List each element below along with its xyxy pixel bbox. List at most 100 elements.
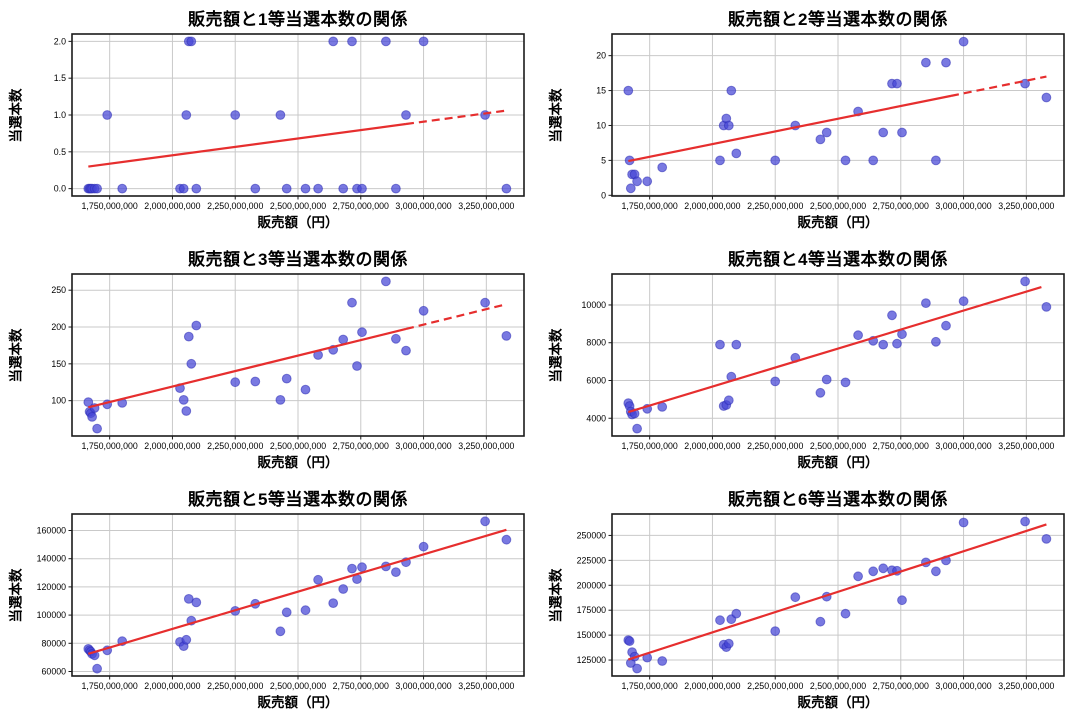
x-tick-label: 2,250,000,000 [207, 681, 263, 691]
x-tick-label: 1,750,000,000 [622, 201, 678, 211]
scatter-point [357, 327, 367, 338]
trend-line-solid [627, 523, 1047, 661]
x-tick-label: 2,500,000,000 [810, 681, 866, 691]
x-tick-label: 2,250,000,000 [207, 441, 263, 451]
x-tick-label: 2,750,000,000 [873, 441, 929, 451]
plot-area: 1,750,000,000 2,000,000,000 2,250,000,000 2… [54, 33, 525, 211]
scatter-point [941, 57, 951, 68]
y-tick-label: 0 [601, 190, 606, 200]
scatter-point [921, 57, 931, 68]
y-tick-label: 4000 [586, 413, 606, 423]
scatter-point [632, 176, 642, 187]
scatter-point [892, 78, 902, 89]
x-tick-label: 2,000,000,000 [144, 441, 200, 451]
scatter-point [958, 296, 969, 307]
y-tick-label: 10000 [582, 300, 607, 310]
trend-line-solid [628, 285, 1042, 414]
scatter-point [347, 563, 357, 574]
scatter-point [723, 395, 734, 406]
x-tick-label: 2,500,000,000 [270, 681, 326, 691]
scatter-point [642, 176, 653, 187]
y-tick-label: 250000 [577, 530, 606, 540]
plot-border [71, 513, 525, 677]
x-tick-label: 2,000,000,000 [684, 681, 740, 691]
scatter-point [840, 608, 851, 619]
scatter-point [347, 36, 357, 47]
plot-area: 1,750,000,000 2,000,000,000 2,250,000,000 2… [37, 513, 525, 691]
chart-title: 販売額と5等当選本数の関係 [188, 490, 408, 509]
scatter-point [391, 183, 401, 194]
scatter-point [328, 598, 339, 608]
y-tick-label: 150 [51, 359, 66, 369]
x-axis-label: 販売額（円） [797, 695, 879, 710]
scatter-point [281, 607, 292, 618]
scatter-point [92, 183, 102, 194]
scatter-point [892, 338, 902, 349]
scatter-point [897, 595, 907, 606]
scatter-point [821, 127, 832, 138]
x-tick-label: 3,250,000,000 [998, 441, 1054, 451]
x-axis-label: 販売額（円） [257, 695, 339, 710]
scatter-point [117, 183, 128, 194]
scatter-point [381, 276, 391, 287]
trend-line-dashed [405, 303, 507, 331]
scatter-point [878, 563, 889, 574]
scatter-point [501, 534, 512, 545]
x-tick-label: 3,000,000,000 [395, 681, 451, 691]
chart-title: 販売額と4等当選本数の関係 [728, 250, 948, 269]
scatter-point [418, 541, 429, 552]
subplot-prize5: 販売額と5等当選本数の関係 当選本数 販売額（円） 1,750,000,000 2… [0, 480, 540, 720]
scatter-point [715, 155, 725, 166]
chart-title: 販売額と2等当選本数の関係 [728, 10, 948, 29]
scatter-point [480, 516, 491, 527]
y-tick-label: 15 [596, 86, 606, 96]
trend-line-solid [88, 122, 407, 168]
y-tick-label: 140000 [37, 554, 66, 564]
scatter-point [275, 626, 286, 637]
plot-border [611, 33, 1065, 197]
scatter-point [181, 634, 192, 645]
y-tick-label: 1.0 [54, 110, 66, 120]
y-tick-label: 2.0 [54, 36, 66, 46]
y-tick-label: 10 [596, 120, 606, 130]
trend-line-solid [88, 528, 507, 655]
scatter-point [657, 162, 668, 173]
scatter-point [731, 608, 742, 619]
scatter-point [92, 423, 102, 434]
x-tick-label: 2,250,000,000 [207, 201, 263, 211]
y-tick-label: 0.5 [54, 147, 66, 157]
scatter-point [625, 183, 636, 194]
x-tick-label: 1,750,000,000 [622, 441, 678, 451]
scatter-point [275, 110, 286, 120]
scatter-point [418, 36, 429, 47]
y-tick-label: 175000 [577, 605, 606, 615]
scatter-point [401, 110, 411, 120]
subplot-prize4: 販売額と4等当選本数の関係 当選本数 販売額（円） 1,750,000,000 2… [540, 240, 1080, 480]
y-tick-label: 6000 [586, 375, 606, 385]
scatter-point [352, 361, 362, 371]
y-tick-label: 225000 [577, 555, 606, 565]
y-tick-label: 150000 [577, 630, 606, 640]
scatter-point [1020, 78, 1031, 89]
y-tick-label: 160000 [37, 525, 66, 535]
scatter-point [250, 183, 261, 194]
x-tick-label: 2,250,000,000 [747, 441, 803, 451]
scatter-point [191, 320, 202, 331]
y-tick-label: 120000 [37, 582, 66, 592]
scatter-point [657, 656, 668, 666]
scatter-point [391, 333, 401, 344]
scatter-point [191, 183, 202, 194]
scatter-point [840, 155, 851, 166]
scatter-point [357, 562, 367, 573]
x-tick-label: 2,250,000,000 [747, 681, 803, 691]
chart-title: 販売額と1等当選本数の関係 [188, 10, 408, 29]
x-axis-label: 販売額（円） [257, 215, 339, 230]
scatter-point [941, 320, 951, 331]
y-tick-label: 200000 [577, 580, 606, 590]
y-tick-label: 125000 [577, 655, 606, 665]
scatter-point [853, 571, 864, 582]
y-tick-label: 250 [51, 285, 66, 295]
x-tick-label: 2,500,000,000 [270, 201, 326, 211]
scatter-point [178, 395, 189, 405]
x-tick-label: 2,000,000,000 [144, 201, 200, 211]
